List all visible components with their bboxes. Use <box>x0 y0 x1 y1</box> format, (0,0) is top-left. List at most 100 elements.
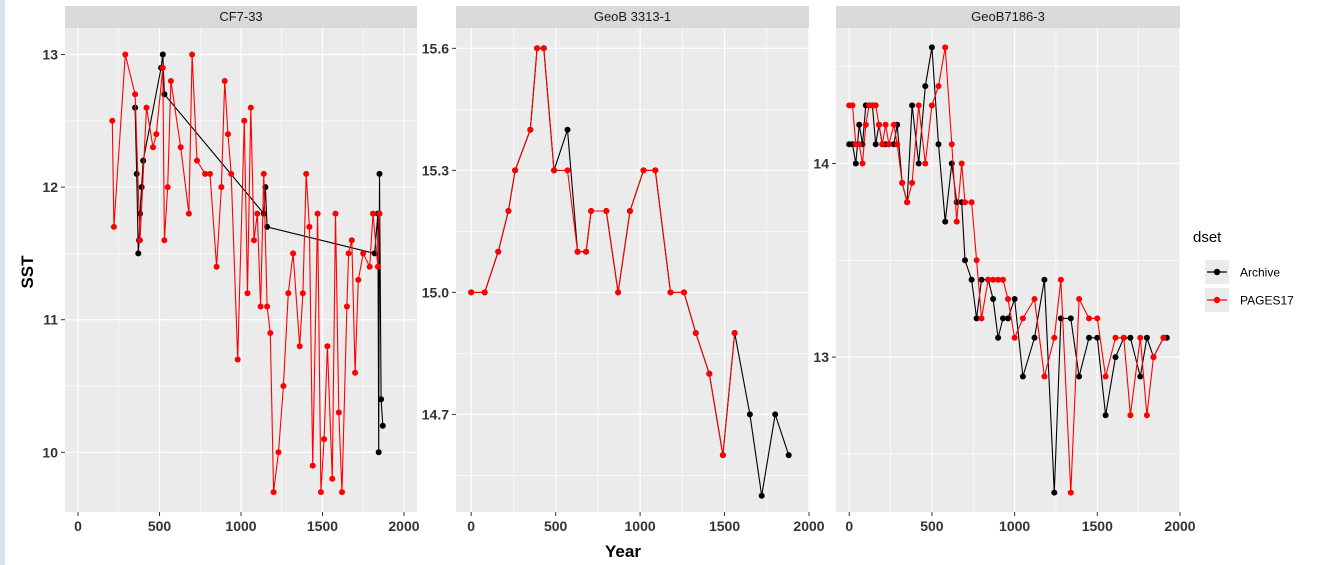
data-point-pages17 <box>1076 296 1083 302</box>
data-point-archive <box>978 276 985 283</box>
data-point-pages17 <box>540 45 547 52</box>
data-point-pages17 <box>953 218 960 225</box>
data-point-pages17 <box>904 199 911 206</box>
data-point-archive <box>785 452 792 459</box>
data-point-pages17 <box>468 289 475 296</box>
data-point-pages17 <box>588 208 595 214</box>
y-tick-label: 15.3 <box>422 162 449 178</box>
data-point-pages17 <box>132 91 139 98</box>
data-point-pages17 <box>194 157 200 164</box>
data-point-pages17 <box>1041 373 1048 380</box>
data-point-archive <box>1011 296 1018 302</box>
data-point-pages17 <box>583 248 590 255</box>
data-point-pages17 <box>1005 296 1011 302</box>
y-tick-label: 13 <box>813 349 829 365</box>
legend-label-pages17: PAGES17 <box>1240 294 1294 308</box>
data-point-pages17 <box>958 160 965 167</box>
x-tick-label: 1000 <box>625 518 656 534</box>
panel-1: GeoB 3313-1 0 500 1000 1500 2000 14.7 15.0 15.3 1… <box>422 6 825 534</box>
data-point-pages17 <box>370 210 376 217</box>
legend: dset Archive PAGES17 <box>1193 229 1294 312</box>
data-point-pages17 <box>731 330 738 336</box>
data-point-archive <box>758 492 765 499</box>
data-point-pages17 <box>899 179 906 186</box>
series-line-archive <box>849 47 1167 493</box>
data-point-pages17 <box>153 131 160 138</box>
data-point-pages17 <box>849 102 856 109</box>
x-axis-title: Year <box>605 542 641 561</box>
data-point-pages17 <box>894 141 901 148</box>
data-point-archive <box>935 141 942 148</box>
data-point-pages17 <box>922 160 929 167</box>
data-point-pages17 <box>335 409 342 416</box>
data-point-archive <box>746 411 753 418</box>
y-tick-label: 15.6 <box>422 40 449 56</box>
x-tick-label: 1500 <box>709 518 740 534</box>
x-tick-label: 2000 <box>793 518 824 534</box>
y-tick-label: 12 <box>42 179 58 195</box>
data-point-pages17 <box>143 104 150 111</box>
data-point-pages17 <box>1160 334 1167 341</box>
legend-key-pages17 <box>1205 288 1229 312</box>
data-point-pages17 <box>167 78 174 84</box>
data-point-pages17 <box>360 250 367 257</box>
x-tick-label: 1500 <box>1082 518 1113 534</box>
data-point-pages17 <box>1094 315 1101 322</box>
data-point-archive <box>161 91 168 98</box>
y-tick-label: 10 <box>42 444 58 460</box>
data-point-pages17 <box>376 210 383 217</box>
data-point-archive <box>1000 315 1006 322</box>
data-point-pages17 <box>332 210 339 217</box>
data-point-archive <box>962 257 968 264</box>
data-point-pages17 <box>280 383 287 389</box>
data-point-pages17 <box>935 83 942 90</box>
data-point-pages17 <box>574 248 581 255</box>
data-point-pages17 <box>352 369 359 376</box>
data-point-pages17 <box>890 121 897 128</box>
data-point-archive <box>968 276 975 283</box>
data-point-archive <box>137 210 143 217</box>
data-point-archive <box>1005 315 1011 322</box>
page-left-edge <box>0 0 5 565</box>
data-point-pages17 <box>254 210 261 217</box>
panel-background <box>836 28 1180 512</box>
data-point-pages17 <box>1086 315 1092 322</box>
data-point-pages17 <box>110 223 117 230</box>
data-point-pages17 <box>306 223 313 230</box>
y-tick-label: 13 <box>42 47 58 63</box>
x-tick-label: 0 <box>74 518 82 534</box>
data-point-pages17 <box>321 436 328 443</box>
panel-title: CF7-33 <box>219 9 262 24</box>
data-point-pages17 <box>495 248 502 255</box>
data-point-pages17 <box>719 452 726 459</box>
data-point-pages17 <box>355 276 362 283</box>
data-point-archive <box>564 126 571 133</box>
data-point-pages17 <box>505 208 512 214</box>
panel-strip <box>836 6 1180 28</box>
data-point-archive <box>260 210 267 217</box>
data-point-pages17 <box>317 489 324 496</box>
data-point-pages17 <box>213 263 220 270</box>
data-point-pages17 <box>973 257 980 264</box>
data-point-pages17 <box>1102 373 1109 380</box>
data-point-pages17 <box>551 167 557 174</box>
data-point-pages17 <box>1011 334 1018 341</box>
data-point-pages17 <box>241 117 248 124</box>
data-point-archive <box>1076 373 1083 380</box>
data-point-pages17 <box>270 489 277 496</box>
data-point-pages17 <box>1112 334 1119 341</box>
data-point-pages17 <box>207 170 213 177</box>
data-point-archive <box>379 422 386 429</box>
data-point-pages17 <box>228 170 235 177</box>
data-point-pages17 <box>329 475 336 482</box>
data-point-archive <box>1137 373 1144 380</box>
data-point-pages17 <box>872 102 879 109</box>
data-point-pages17 <box>314 210 321 217</box>
data-point-pages17 <box>1051 334 1058 341</box>
data-point-pages17 <box>275 449 282 456</box>
data-point-archive <box>772 411 779 418</box>
data-point-archive <box>1051 489 1058 496</box>
data-point-pages17 <box>221 78 228 84</box>
data-point-archive <box>133 170 140 177</box>
data-point-archive <box>378 396 385 403</box>
